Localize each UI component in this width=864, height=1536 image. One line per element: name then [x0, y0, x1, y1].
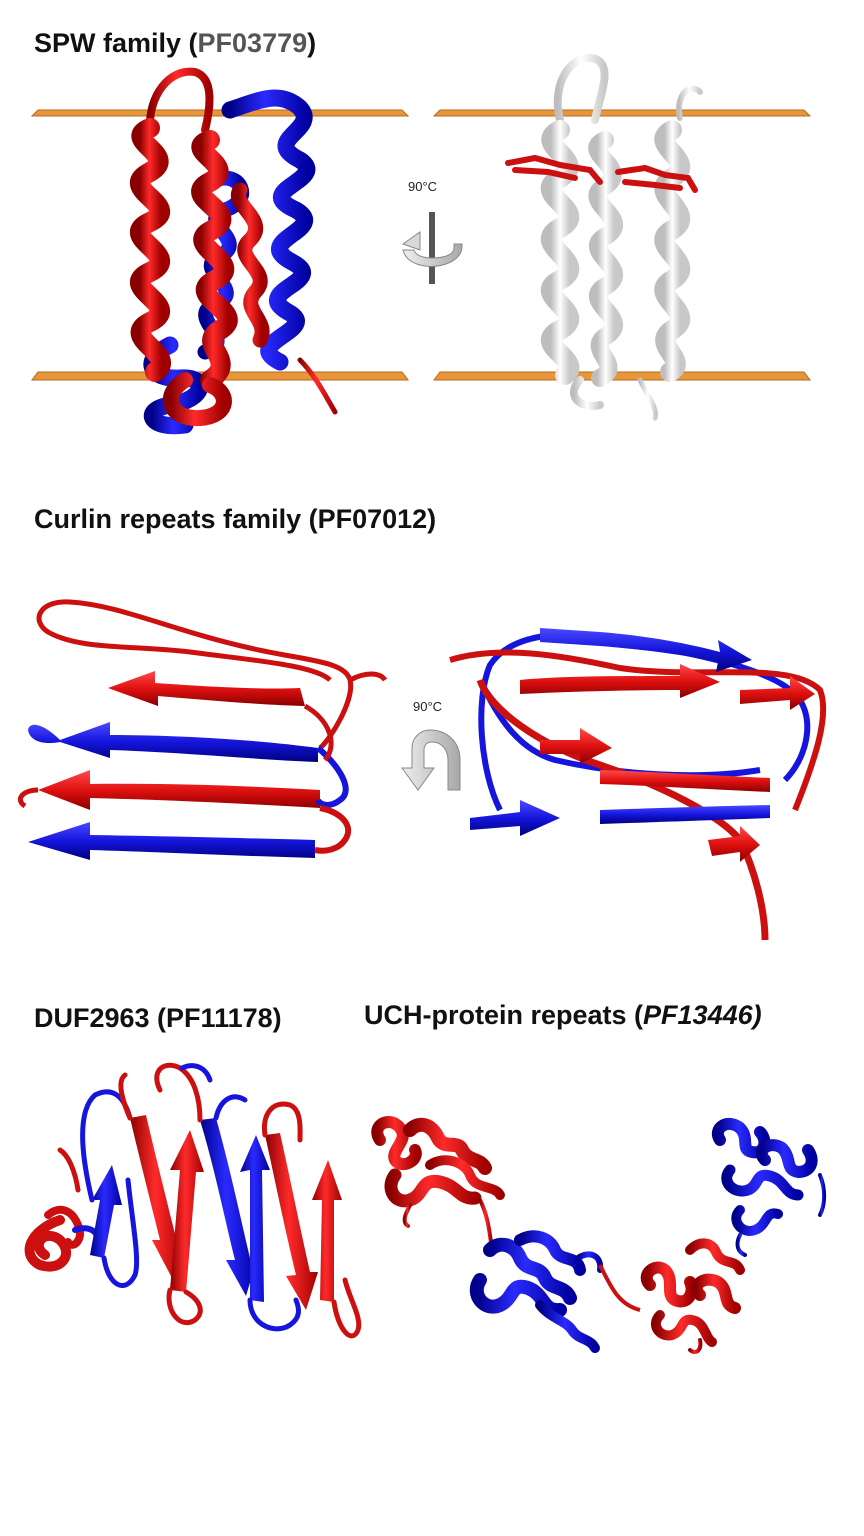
curlin-right-view	[449, 628, 827, 941]
duf2963-title: DUF2963 (PF11178)	[34, 1003, 282, 1033]
spw-neutral-helices	[541, 54, 703, 421]
duf-blue-strand-1	[90, 1165, 122, 1258]
spw-right-view	[432, 54, 812, 421]
curlin-right-red-strand-arrow	[540, 728, 612, 764]
spw-highlighted-residues	[505, 154, 698, 193]
spw-rotation-indicator: 90°C	[401, 179, 463, 284]
curlin-right-red-strand-bottom	[708, 826, 760, 862]
curlin-right-red-strand-top	[520, 664, 720, 698]
membrane-plane-bottom-right	[433, 371, 811, 381]
rotate-down-arrow-icon	[401, 729, 461, 791]
curlin-top-loop	[36, 599, 354, 750]
curlin-rotation-label: 90°C	[413, 699, 442, 714]
uch-panel	[371, 1116, 827, 1354]
duf-red-strand-3	[265, 1133, 318, 1310]
curlin-red-strand-2	[38, 770, 320, 810]
uch-red-helix-cluster-right	[640, 1238, 745, 1354]
rotation-axis-icon	[429, 212, 435, 284]
curlin-blue-strand-1	[28, 722, 318, 762]
curlin-blue-strand-2	[28, 822, 315, 860]
duf-red-strand-4	[312, 1160, 342, 1302]
uch-blue-helix-cluster-center	[469, 1230, 604, 1353]
spw-left-view	[30, 67, 410, 435]
curlin-right-blue-strand-mid	[600, 805, 770, 824]
duf2963-panel	[24, 1062, 362, 1339]
curlin-red-strand-1	[108, 671, 305, 706]
spw-panel: 90°C	[30, 54, 812, 435]
curlin-left-view	[18, 599, 388, 860]
curlin-rotation-indicator: 90°C	[401, 699, 461, 791]
uch-pfam-code: PF13446)	[643, 1000, 762, 1030]
membrane-plane-top-left	[30, 109, 410, 117]
duf-loops	[80, 1062, 362, 1339]
duf-red-strand-1	[130, 1115, 186, 1278]
duf-helix-knot	[24, 1147, 102, 1272]
membrane-plane-top-right	[432, 109, 812, 117]
spw-rotation-label: 90°C	[408, 179, 437, 194]
curlin-panel: 90°C	[18, 599, 827, 941]
curlin-right-blue-strand-bottom	[470, 800, 560, 836]
uch-repeats-title: UCH-protein repeats (PF13446)	[364, 1000, 762, 1030]
spw-pfam-code: PF03779	[197, 28, 308, 58]
curlin-right-blue-strand-top	[540, 628, 752, 672]
uch-blue-helix-cluster-right	[712, 1117, 827, 1257]
uch-red-helix-cluster-left	[371, 1116, 505, 1252]
duf-beta-strands	[90, 1115, 342, 1310]
curlin-red-outer-loop	[449, 649, 827, 812]
curlin-family-title: Curlin repeats family (PF07012)	[34, 504, 437, 534]
duf-red-strand-2	[170, 1130, 204, 1292]
duf-blue-strand-3	[240, 1135, 270, 1302]
rotate-arrow-icon	[402, 243, 463, 267]
duf-blue-strand-2	[200, 1118, 258, 1296]
curlin-right-red-strand-mid	[600, 770, 770, 792]
uch-linker	[598, 1264, 641, 1312]
spw-family-title: SPW family (PF03779)	[34, 28, 317, 58]
spw-red-helices	[130, 67, 338, 427]
